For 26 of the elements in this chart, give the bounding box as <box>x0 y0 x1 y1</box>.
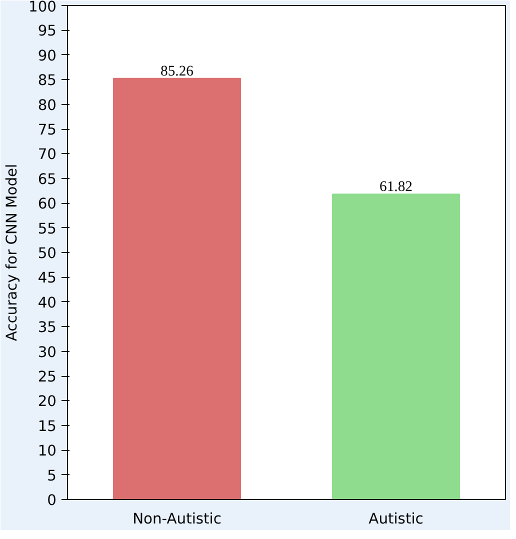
y-tick-label: 20 <box>38 393 57 410</box>
y-axis-title: Accuracy for CNN Model <box>4 164 21 342</box>
y-tick-label: 10 <box>38 442 57 460</box>
data-label: 61.82 <box>380 179 412 196</box>
y-tick-label: 75 <box>38 122 57 138</box>
y-tick-label: 25 <box>38 368 57 386</box>
y-tick-label: 15 <box>38 418 57 435</box>
y-tick-label: 50 <box>38 245 57 262</box>
y-tick-label: 55 <box>38 220 57 238</box>
y-tick-label: 30 <box>38 344 57 361</box>
y-tick-label: 65 <box>38 170 57 188</box>
y-tick-label: 85 <box>38 72 57 90</box>
x-tick-label: Non-Autistic <box>132 510 222 528</box>
y-tick-label: 5 <box>47 467 57 484</box>
y-tick-label: 60 <box>38 196 57 213</box>
y-tick-label: 35 <box>38 319 57 336</box>
y-tick-label: 80 <box>38 96 57 114</box>
y-tick-label: 0 <box>47 492 57 509</box>
y-tick-label: 45 <box>38 270 57 287</box>
y-tick-label: 90 <box>38 47 57 64</box>
y-tick-label: 40 <box>38 294 57 312</box>
x-tick-label: Autistic <box>368 510 424 528</box>
y-tick-label: 95 <box>38 22 57 40</box>
data-label: 85.26 <box>160 63 194 80</box>
y-tick-label: 100 <box>28 0 57 16</box>
y-tick-label: 70 <box>38 146 57 164</box>
